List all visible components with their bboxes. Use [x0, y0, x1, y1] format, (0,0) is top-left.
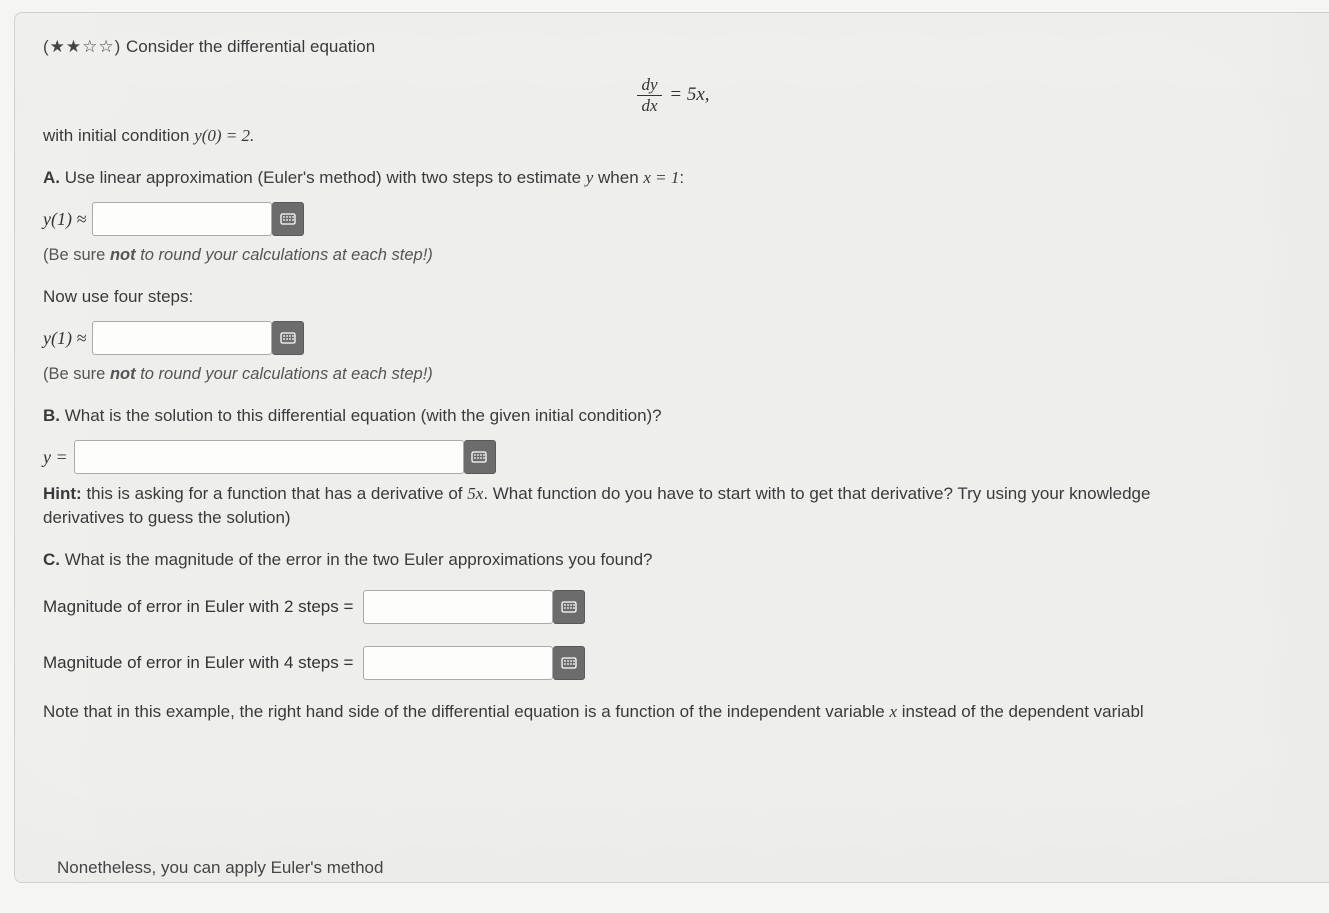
err2-input[interactable] — [363, 590, 553, 624]
keypad-button-2[interactable] — [272, 321, 304, 355]
y-solution-input[interactable] — [74, 440, 464, 474]
equals: = — [669, 84, 687, 105]
hint-line-1: Hint: this is asking for a function that… — [43, 484, 1301, 504]
part-c-label: C. — [43, 550, 60, 569]
part-c-note: Note that in this example, the right han… — [43, 702, 1301, 722]
rn1-bold: not — [110, 246, 136, 264]
y-solution-row: y = — [43, 440, 1301, 474]
y1-four-steps-input[interactable] — [92, 321, 272, 355]
initial-condition: with initial condition y(0) = 2. — [43, 126, 1301, 146]
rn2-pre: (Be sure — [43, 365, 110, 383]
part-b: B. What is the solution to this differen… — [43, 406, 1301, 426]
hint-body-pre: this is asking for a function that has a… — [82, 484, 468, 503]
fraction-den: dx — [637, 96, 661, 116]
part-c-prompt: What is the magnitude of the error in th… — [60, 550, 653, 569]
part-a-prompt-mid: when — [593, 168, 643, 187]
rn1-pre: (Be sure — [43, 246, 110, 264]
y1-label-2: y(1) ≈ — [43, 328, 86, 349]
hint-line-2: derivatives to guess the solution) — [43, 508, 1301, 528]
pc-note-pre: Note that in this example, the right han… — [43, 702, 889, 721]
hint-math: 5x — [467, 484, 483, 503]
rounding-note-1: (Be sure not to round your calculations … — [43, 246, 1301, 265]
hint-label: Hint: — [43, 484, 82, 503]
question-panel: (★★☆☆) Consider the differential equatio… — [14, 12, 1329, 883]
intro-line: (★★☆☆) Consider the differential equatio… — [43, 37, 1301, 57]
part-a-var-x: x = 1 — [643, 168, 679, 187]
part-a: A. Use linear approximation (Euler's met… — [43, 168, 1301, 188]
rn2-bold: not — [110, 365, 136, 383]
keypad-button-4[interactable] — [553, 590, 585, 624]
rounding-note-2: (Be sure not to round your calculations … — [43, 365, 1301, 384]
y-label: y = — [43, 447, 68, 468]
part-b-label: B. — [43, 406, 60, 425]
pc-note-post: instead of the dependent variabl — [897, 702, 1144, 721]
y1-four-steps-row: y(1) ≈ — [43, 321, 1301, 355]
part-a-colon: : — [679, 168, 684, 187]
part-a-label: A. — [43, 168, 60, 187]
pc-note-var: x — [889, 702, 897, 721]
fraction-num: dy — [637, 75, 661, 96]
keypad-button-1[interactable] — [272, 202, 304, 236]
keypad-button-3[interactable] — [464, 440, 496, 474]
hint-body-post: . What function do you have to start wit… — [483, 484, 1150, 503]
rn2-post: to round your calculations at each step!… — [136, 365, 433, 383]
part-a-prompt-pre: Use linear approximation (Euler's method… — [60, 168, 586, 187]
difficulty-stars: (★★☆☆) — [43, 37, 121, 56]
fraction: dy dx — [637, 75, 661, 116]
rn1-post: to round your calculations at each step!… — [136, 246, 433, 264]
keypad-icon — [280, 330, 296, 346]
keypad-button-5[interactable] — [553, 646, 585, 680]
keypad-icon — [561, 599, 577, 615]
keypad-icon — [561, 655, 577, 671]
y1-label-1: y(1) ≈ — [43, 209, 86, 230]
err4-input[interactable] — [363, 646, 553, 680]
y1-two-steps-row: y(1) ≈ — [43, 202, 1301, 236]
ic-math: y(0) = 2. — [194, 126, 254, 145]
keypad-icon — [471, 449, 487, 465]
err4-row: Magnitude of error in Euler with 4 steps… — [43, 646, 1301, 680]
intro-text: Consider the differential equation — [126, 37, 375, 56]
err4-label: Magnitude of error in Euler with 4 steps… — [43, 653, 353, 673]
four-steps-prompt: Now use four steps: — [43, 287, 1301, 307]
rhs: 5x, — [687, 84, 710, 105]
keypad-icon — [280, 211, 296, 227]
y1-two-steps-input[interactable] — [92, 202, 272, 236]
err2-row: Magnitude of error in Euler with 2 steps… — [43, 590, 1301, 624]
ic-text: with initial condition — [43, 126, 194, 145]
part-c: C. What is the magnitude of the error in… — [43, 550, 1301, 570]
err2-label: Magnitude of error in Euler with 2 steps… — [43, 597, 353, 617]
part-b-prompt: What is the solution to this differentia… — [60, 406, 662, 425]
trailing-cut-text: Nonetheless, you can apply Euler's metho… — [57, 858, 383, 878]
equation: dy dx = 5x, — [43, 75, 1301, 116]
